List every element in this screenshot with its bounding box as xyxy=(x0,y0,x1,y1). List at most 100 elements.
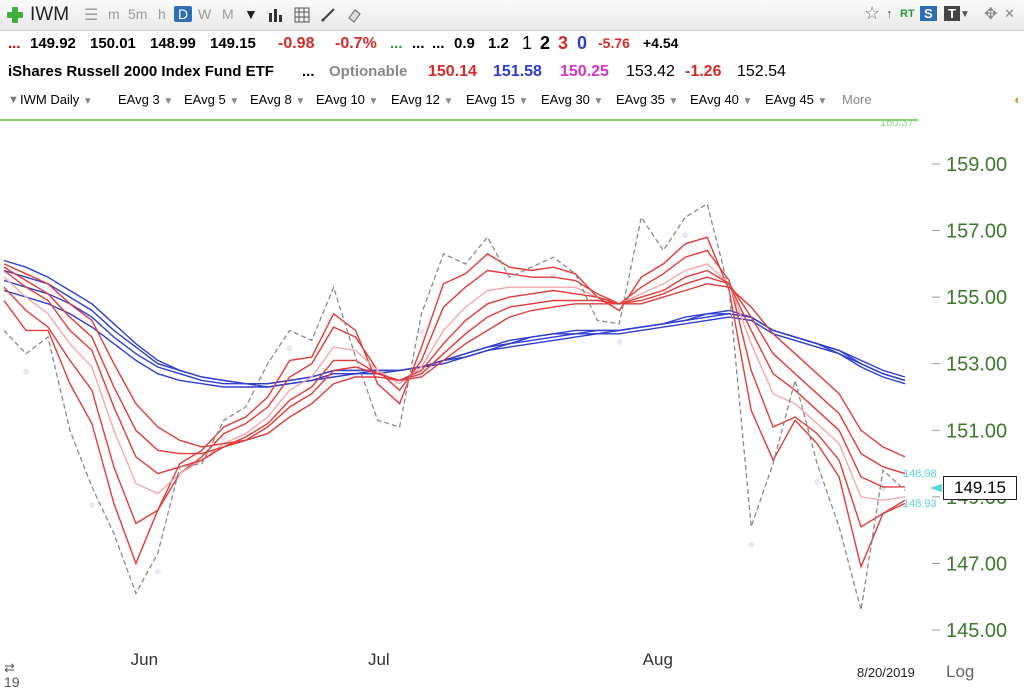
timeframe-5m[interactable]: 5m xyxy=(128,6,148,22)
quote-dots-2: ... xyxy=(412,35,425,52)
legend-item-eavg-45[interactable]: EAvg 45 ▼ xyxy=(765,92,827,107)
eraser-icon[interactable] xyxy=(346,7,362,23)
symbol-label[interactable]: IWM xyxy=(30,4,70,25)
low-marker xyxy=(88,501,95,508)
draw-line-icon[interactable] xyxy=(320,7,336,23)
quote-n4: 0 xyxy=(577,33,588,53)
timeframe-m[interactable]: m xyxy=(108,6,120,22)
quote-green-dots: ... xyxy=(390,35,403,52)
ema-line-fast xyxy=(3,249,906,528)
add-chart-icon[interactable] xyxy=(6,6,24,24)
quote2-p6: 152.54 xyxy=(737,63,786,80)
low-marker xyxy=(22,368,29,375)
quote-n2: 2 xyxy=(540,33,551,53)
quote-v2: 1.2 xyxy=(488,35,509,52)
ema-line-fast xyxy=(3,236,906,570)
favorite-star-icon[interactable]: ☆ xyxy=(864,3,881,23)
legend-item-eavg-30[interactable]: EAvg 30 ▼ xyxy=(541,92,603,107)
legend-item-eavg-3[interactable]: EAvg 3 ▼ xyxy=(118,92,173,107)
quote-v3: -5.76 xyxy=(598,35,630,51)
volume-divider xyxy=(0,119,918,121)
quote2-p1: 150.14 xyxy=(428,63,477,80)
low-marker xyxy=(418,328,425,335)
quote-change-pct: -0.7% xyxy=(335,35,377,52)
t-badge[interactable]: T xyxy=(944,6,960,21)
legend-label: EAvg 5 xyxy=(184,92,226,107)
legend-item-eavg-8[interactable]: EAvg 8 ▼ xyxy=(250,92,305,107)
dropdown-icon: ▼ xyxy=(443,96,454,107)
y-tick-label: 147.00 xyxy=(946,553,1007,575)
quote2-p5: -1.26 xyxy=(685,63,722,80)
y-tick-label: 145.00 xyxy=(946,620,1007,642)
up-arrow-icon[interactable]: ↑ xyxy=(886,6,893,21)
low-marker xyxy=(814,478,821,485)
legend-item-eavg-40[interactable]: EAvg 40 ▼ xyxy=(690,92,752,107)
bar-chart-icon[interactable] xyxy=(268,7,284,23)
optionable-label: Optionable xyxy=(329,63,408,80)
settings-icon[interactable]: ◐ xyxy=(1014,92,1022,107)
refresh-icon[interactable]: ⇄ xyxy=(4,660,15,675)
legend-item-eavg-35[interactable]: EAvg 35 ▼ xyxy=(616,92,678,107)
quote-close: 149.15 xyxy=(210,35,256,52)
close-icon[interactable]: ✕ xyxy=(1004,6,1015,21)
dropdown-icon: ▼ xyxy=(82,96,93,107)
legend-item-eavg-12[interactable]: EAvg 12 ▼ xyxy=(391,92,453,107)
timeframe-mo[interactable]: M xyxy=(222,6,234,22)
legend-label: IWM Daily xyxy=(20,92,80,107)
current-date-label: 8/20/2019 xyxy=(857,665,915,680)
quote2-dots: ... xyxy=(302,63,315,80)
legend-item-eavg-10[interactable]: EAvg 10 ▼ xyxy=(316,92,378,107)
legend-label: EAvg 45 xyxy=(765,92,814,107)
low-marker xyxy=(220,435,227,442)
legend-expand-icon[interactable]: ▼ xyxy=(8,94,19,106)
ema-line-fast xyxy=(3,263,906,458)
legend-item-eavg-15[interactable]: EAvg 15 ▼ xyxy=(466,92,528,107)
low-marker xyxy=(484,252,491,259)
ema-line-fast xyxy=(3,266,906,475)
legend-label: EAvg 3 xyxy=(118,92,160,107)
timeframe-d[interactable]: D xyxy=(174,6,193,22)
more-indicators-link[interactable]: More xyxy=(842,92,872,107)
quote-v4: +4.54 xyxy=(643,35,679,51)
x-tick-label: Jul xyxy=(368,650,390,669)
legend-label: EAvg 8 xyxy=(250,92,292,107)
price-line xyxy=(3,202,906,611)
legend-item-iwm-daily[interactable]: IWM Daily ▼ xyxy=(20,92,93,107)
quote2-p4: 153.42 xyxy=(626,63,675,80)
price-chart[interactable]: 159.00157.00155.00153.00151.00149.00147.… xyxy=(0,120,1024,699)
dropdown-icon: ▼ xyxy=(593,96,604,107)
quote-change: -0.98 xyxy=(278,35,315,52)
chart-toolbar: IWM ☰ m 5m h D W M ▼ ☆ ↑ RT S T ▼ ✥ ✕ xyxy=(0,0,1024,31)
quote-low: 148.99 xyxy=(150,35,196,52)
dropdown-icon: ▼ xyxy=(518,96,529,107)
log-scale-toggle[interactable]: Log xyxy=(946,662,975,681)
legend-label: EAvg 12 xyxy=(391,92,440,107)
quote-high: 150.01 xyxy=(90,35,136,52)
dropdown-icon: ▼ xyxy=(229,96,240,107)
grid-icon[interactable] xyxy=(294,7,310,23)
quote-dots-3: ... xyxy=(432,35,445,52)
low-marker xyxy=(616,338,623,345)
top-price-tag: 160.37 xyxy=(880,120,914,129)
menu-lines-icon[interactable]: ☰ xyxy=(84,7,99,24)
ema-line-fast xyxy=(3,269,905,488)
ema-line-slow xyxy=(3,289,906,388)
dropdown-icon: ▼ xyxy=(368,96,379,107)
price-tag-label: 148.93 xyxy=(903,498,937,510)
y-tick-label: 157.00 xyxy=(946,221,1007,243)
t-badge-dropdown-icon[interactable]: ▼ xyxy=(960,9,970,20)
timeframe-w[interactable]: W xyxy=(198,6,212,22)
move-icon[interactable]: ✥ xyxy=(984,6,998,23)
dropdown-icon: ▼ xyxy=(817,96,828,107)
timeframe-h[interactable]: h xyxy=(158,6,166,22)
last-price-box: 149.15 xyxy=(943,476,1017,500)
timeframe-dropdown-icon[interactable]: ▼ xyxy=(244,6,258,22)
legend-item-eavg-5[interactable]: EAvg 5 ▼ xyxy=(184,92,239,107)
s-badge[interactable]: S xyxy=(920,6,937,21)
indicator-legend-bar: ▼ IWM Daily ▼ EAvg 3 ▼ EAvg 5 ▼ EAvg 8 ▼… xyxy=(0,88,1024,112)
ema-line-slow xyxy=(3,279,906,388)
legend-label: EAvg 35 xyxy=(616,92,665,107)
realtime-badge[interactable]: RT xyxy=(900,8,915,20)
low-marker xyxy=(286,345,293,352)
ema-line-fast xyxy=(3,263,906,501)
